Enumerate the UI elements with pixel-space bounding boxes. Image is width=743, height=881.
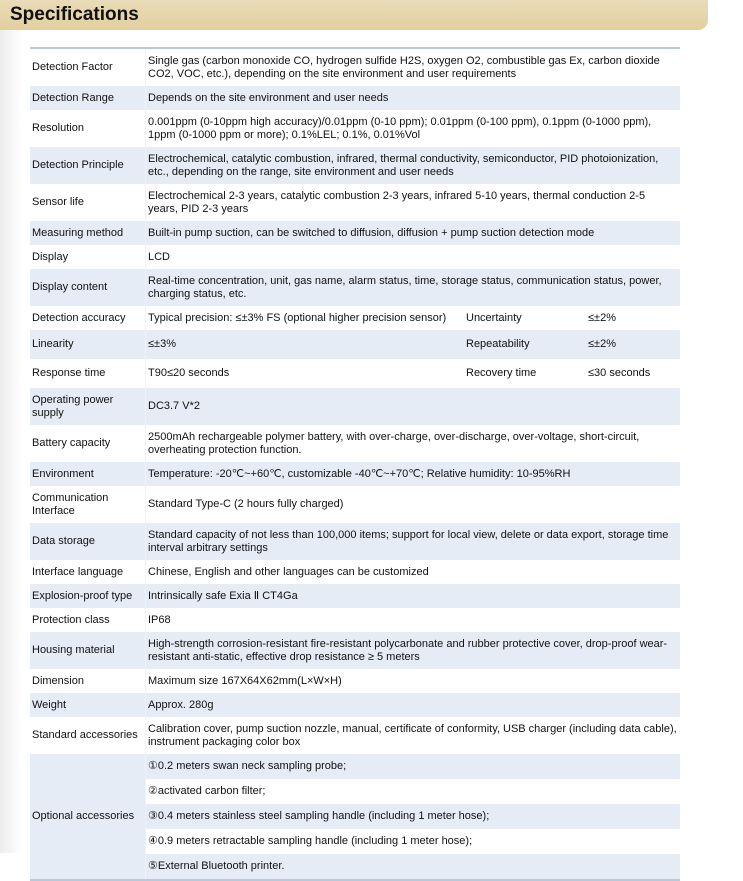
optional-accessory-item: ②activated carbon filter;	[148, 785, 266, 797]
section-title: Specifications	[10, 4, 139, 25]
spec-value: Electrochemical, catalytic combustion, i…	[145, 147, 680, 184]
spec-value: Typical precision: ≤±3% FS (optional hig…	[148, 311, 447, 324]
spec-value-secondary: ≤±2%	[588, 311, 616, 324]
spec-row: Detection accuracy Typical precision: ≤±3…	[30, 306, 680, 330]
spec-label: Weight	[30, 693, 146, 717]
spec-label: Display	[30, 245, 146, 269]
optional-accessory-row: ③0.4 meters stainless steel sampling han…	[30, 804, 680, 829]
spec-value: High-strength corrosion-resistant fire-r…	[145, 632, 680, 669]
spec-row: Environment Temperature: -20℃~+60℃, custo…	[30, 462, 680, 486]
spec-label: Detection Principle	[30, 147, 146, 184]
section-header: Specifications	[0, 0, 708, 30]
spec-row: Housing material High-strength corrosion-…	[30, 632, 680, 669]
spec-label: Measuring method	[30, 221, 146, 245]
spec-row: Explosion-proof type Intrinsically safe E…	[30, 584, 680, 608]
spec-label: Detection Range	[30, 86, 146, 110]
optional-accessory-item: ⑤External Bluetooth printer.	[145, 854, 680, 880]
optional-accessory-row: ④0.9 meters retractable sampling handle …	[30, 829, 680, 854]
spec-row: Measuring method Built-in pump suction, c…	[30, 221, 680, 245]
spec-row: Sensor life Electrochemical 2-3 years, ca…	[30, 184, 680, 221]
spec-row: Response time T90≤20 seconds Recovery time…	[30, 359, 680, 388]
spec-value: Standard Type-C (2 hours fully charged)	[148, 498, 344, 510]
spec-row: Resolution 0.001ppm (0-10ppm high accurac…	[30, 110, 680, 147]
spec-value: IP68	[148, 613, 171, 626]
spec-label: Protection class	[30, 608, 146, 632]
spec-label: Data storage	[30, 523, 146, 560]
spec-label: Communication Interface	[30, 486, 146, 523]
spec-label-secondary: Uncertainty	[466, 311, 522, 324]
spec-row: Standard accessories Calibration cover, p…	[30, 717, 680, 754]
spec-label: Resolution	[30, 110, 146, 147]
spec-label: Operating power supply	[30, 388, 146, 425]
spec-row: Weight Approx. 280g	[30, 693, 680, 717]
spec-label: Detection Factor	[30, 48, 146, 86]
spec-label: Housing material	[30, 632, 146, 669]
spec-value-secondary: ≤30 seconds	[588, 367, 651, 379]
optional-accessory-item: ①0.2 meters swan neck sampling probe;	[145, 754, 680, 779]
spec-label: Explosion-proof type	[30, 584, 146, 608]
spec-row: Dimension Maximum size 167X64X62mm(L×W×H)	[30, 669, 680, 693]
spec-label: Response time	[30, 359, 146, 388]
spec-row: Display LCD	[30, 245, 680, 269]
spec-row: Detection Factor Single gas (carbon monox…	[30, 48, 680, 86]
page-shade	[0, 30, 22, 853]
spec-row: Battery capacity 2500mAh rechargeable pol…	[30, 425, 680, 462]
spec-row: Detection Principle Electrochemical, cata…	[30, 147, 680, 184]
spec-value: LCD	[148, 250, 171, 263]
spec-value: T90≤20 seconds	[148, 367, 230, 379]
spec-label: Battery capacity	[30, 425, 146, 462]
spec-value-secondary: ≤±2%	[586, 330, 680, 359]
spec-value: Built-in pump suction, can be switched t…	[145, 221, 680, 245]
optional-accessory-item: ③0.4 meters stainless steel sampling han…	[145, 804, 680, 829]
spec-value: Electrochemical 2-3 years, catalytic com…	[148, 189, 646, 215]
spec-value: Intrinsically safe Exia Ⅱ CT4Ga	[145, 584, 680, 608]
spec-value: Calibration cover, pump suction nozzle, …	[148, 722, 677, 748]
optional-accessory-item: ④0.9 meters retractable sampling handle …	[148, 835, 473, 847]
spec-value: DC3.7 V*2	[145, 388, 680, 425]
spec-value: 0.001ppm (0-10ppm high accuracy)/0.01ppm…	[148, 115, 652, 141]
spec-label: Optional accessories	[30, 754, 146, 880]
spec-label: Standard accessories	[30, 717, 146, 754]
spec-value: Single gas (carbon monoxide CO, hydrogen…	[148, 54, 660, 80]
spec-value: Real-time concentration, unit, gas name,…	[145, 269, 680, 306]
spec-value: Temperature: -20℃~+60℃, customizable -40…	[145, 462, 680, 486]
spec-label-secondary: Recovery time	[466, 367, 537, 379]
spec-label: Detection accuracy	[30, 306, 146, 330]
spec-label: Interface language	[30, 560, 146, 584]
spec-value: Depends on the site environment and user…	[145, 86, 680, 110]
spec-label-secondary: Repeatability	[464, 330, 586, 359]
spec-row: Communication Interface Standard Type-C (…	[30, 486, 680, 523]
spec-label: Display content	[30, 269, 146, 306]
spec-label: Dimension	[30, 669, 146, 693]
specifications-table: Detection Factor Single gas (carbon monox…	[30, 47, 680, 881]
spec-row: Detection Range Depends on the site envir…	[30, 86, 680, 110]
optional-accessory-row: Optional accessories ①0.2 meters swan nec…	[30, 754, 680, 880]
spec-value: Maximum size 167X64X62mm(L×W×H)	[148, 674, 342, 687]
spec-label: Sensor life	[30, 184, 146, 221]
spec-value: 2500mAh rechargeable polymer battery, wi…	[148, 430, 640, 456]
spec-row: Protection class IP68	[30, 608, 680, 632]
optional-accessory-row: ②activated carbon filter;	[30, 779, 680, 804]
spec-value: Standard capacity of not less than 100,0…	[145, 523, 680, 560]
spec-value: ≤±3%	[145, 330, 464, 359]
spec-row: Operating power supply DC3.7 V*2	[30, 388, 680, 425]
spec-label: Environment	[30, 462, 146, 486]
spec-row: Display content Real-time concentration, …	[30, 269, 680, 306]
spec-value: Chinese, English and other languages can…	[148, 565, 429, 578]
spec-value: Approx. 280g	[145, 693, 680, 717]
spec-row: Interface language Chinese, English and o…	[30, 560, 680, 584]
spec-label: Linearity	[30, 330, 146, 359]
spec-row: Linearity ≤±3% Repeatability ≤±2%	[30, 330, 680, 359]
spec-row: Data storage Standard capacity of not les…	[30, 523, 680, 560]
